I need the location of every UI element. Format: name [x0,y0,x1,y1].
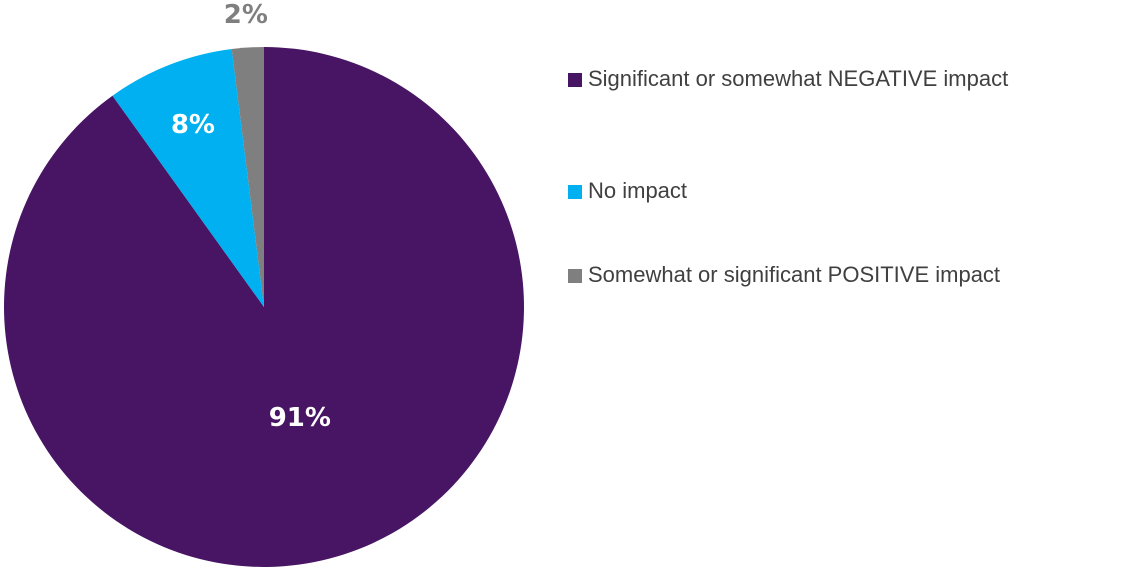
data-label: 2% [224,0,268,30]
legend-label: Somewhat or significant POSITIVE impact [588,262,1000,287]
data-label: 91% [269,403,331,433]
legend-swatch [568,269,582,283]
pie-slice [112,49,264,308]
legend-label: Significant or somewhat NEGATIVE impact [588,66,1008,91]
data-label: 8% [171,110,215,140]
legend-swatch [568,185,582,199]
legend-label: No impact [588,178,687,203]
legend-swatch [568,73,582,87]
pie-slice [231,47,264,307]
